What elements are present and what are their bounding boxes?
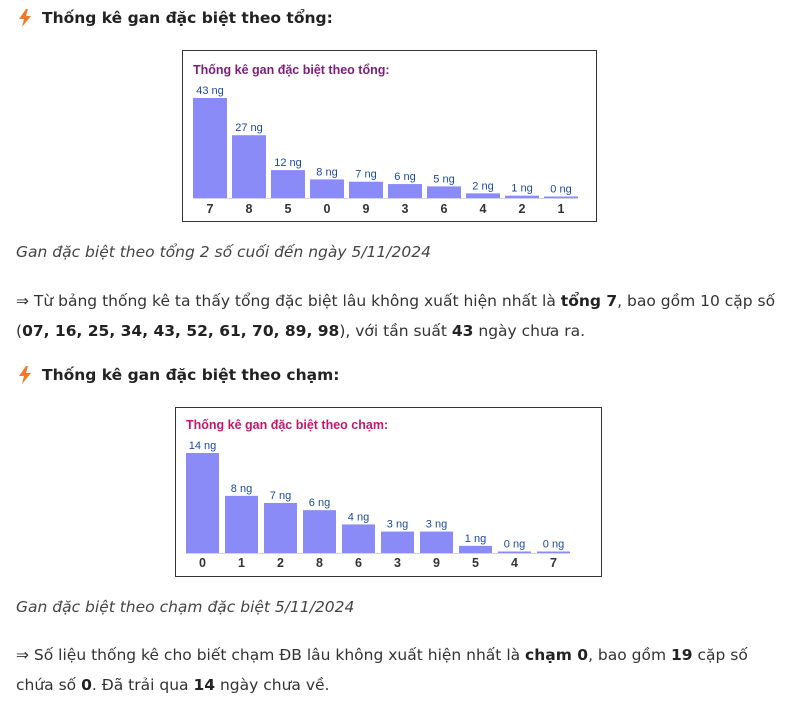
bar-9 (349, 181, 383, 198)
section-heading-tong: Thống kê gan đặc biệt theo tổng: (18, 9, 333, 27)
x-tick-label: 9 (433, 556, 440, 570)
bar-value-label: 2 ng (472, 180, 493, 192)
bar-4 (498, 551, 531, 553)
chart-title: Thống kê gan đặc biệt theo chạm: (186, 418, 388, 432)
section-heading-label: Thống kê gan đặc biệt theo tổng: (42, 9, 333, 27)
bar-value-label: 1 ng (511, 183, 532, 195)
bar-2 (264, 503, 297, 553)
chart-caption: Gan đặc biệt theo tổng 2 số cuối đến ngà… (16, 243, 431, 261)
bar-value-label: 7 ng (355, 169, 376, 181)
bar-6 (427, 186, 461, 198)
bar-3 (388, 184, 422, 198)
chart-caption: Gan đặc biệt theo chạm đặc biệt 5/11/202… (16, 598, 355, 616)
x-tick-label: 2 (277, 556, 284, 570)
bar-value-label: 14 ng (189, 440, 217, 452)
x-tick-label: 1 (558, 202, 565, 216)
bar-value-label: 0 ng (543, 539, 564, 551)
bar-8 (303, 510, 336, 553)
lightning-icon (18, 366, 32, 384)
section-heading-label: Thống kê gan đặc biệt theo chạm: (42, 366, 340, 384)
bar-value-label: 12 ng (274, 157, 302, 169)
bar-value-label: 1 ng (465, 533, 486, 545)
bar-value-label: 0 ng (550, 184, 571, 196)
x-tick-label: 8 (246, 202, 253, 216)
x-tick-label: 5 (472, 556, 479, 570)
x-tick-label: 6 (441, 202, 448, 216)
x-tick-label: 4 (480, 202, 487, 216)
x-tick-label: 6 (355, 556, 362, 570)
x-tick-label: 5 (285, 202, 292, 216)
chart-tong: Thống kê gan đặc biệt theo tổng: 43 ng 7 27… (182, 50, 597, 222)
analysis-paragraph: ⇒ Từ bảng thống kê ta thấy tổng đặc biệt… (16, 292, 776, 340)
x-tick-label: 4 (511, 556, 518, 570)
bar-4 (466, 193, 500, 198)
x-tick-label: 7 (550, 556, 557, 570)
chart-tong-svg: Thống kê gan đặc biệt theo tổng:43 ng727… (193, 63, 578, 216)
bar-0 (186, 453, 219, 553)
bar-1 (225, 495, 258, 553)
bar-value-label: 8 ng (316, 166, 337, 178)
bar-value-label: 27 ng (235, 122, 263, 134)
bar-7 (193, 98, 227, 198)
bar-0 (310, 179, 344, 198)
x-tick-label: 8 (316, 556, 323, 570)
x-tick-label: 7 (207, 202, 214, 216)
x-tick-label: 0 (324, 202, 331, 216)
bar-6 (342, 524, 375, 553)
x-tick-label: 0 (199, 556, 206, 570)
bar-value-label: 8 ng (231, 483, 252, 495)
section-heading-cham: Thống kê gan đặc biệt theo chạm: (18, 366, 339, 384)
x-tick-label: 3 (402, 202, 409, 216)
bar-5 (271, 170, 305, 198)
bar-5 (459, 545, 492, 553)
x-tick-label: 3 (394, 556, 401, 570)
bar-value-label: 43 ng (196, 85, 224, 97)
x-tick-label: 2 (519, 202, 526, 216)
bar-value-label: 6 ng (309, 497, 330, 509)
bar-2 (505, 195, 539, 198)
bar-1 (544, 196, 578, 198)
bar-8 (232, 135, 266, 198)
bar-value-label: 7 ng (270, 490, 291, 502)
bar-value-label: 3 ng (426, 519, 447, 531)
lightning-icon (18, 9, 32, 27)
bar-value-label: 5 ng (433, 173, 454, 185)
bar-9 (420, 531, 453, 553)
bar-value-label: 0 ng (504, 539, 525, 551)
bar-value-label: 4 ng (348, 511, 369, 523)
bar-value-label: 6 ng (394, 171, 415, 183)
x-tick-label: 9 (363, 202, 370, 216)
bar-3 (381, 531, 414, 553)
chart-title: Thống kê gan đặc biệt theo tổng: (193, 63, 390, 77)
x-tick-label: 1 (238, 556, 245, 570)
analysis-paragraph: ⇒ Số liệu thống kê cho biết chạm ĐB lâu … (16, 646, 748, 694)
bar-7 (537, 551, 570, 553)
bar-value-label: 3 ng (387, 519, 408, 531)
chart-cham-svg: Thống kê gan đặc biệt theo chạm:14 ng08 … (186, 418, 570, 570)
chart-cham: Thống kê gan đặc biệt theo chạm: 14 ng 0 8 … (175, 407, 602, 577)
